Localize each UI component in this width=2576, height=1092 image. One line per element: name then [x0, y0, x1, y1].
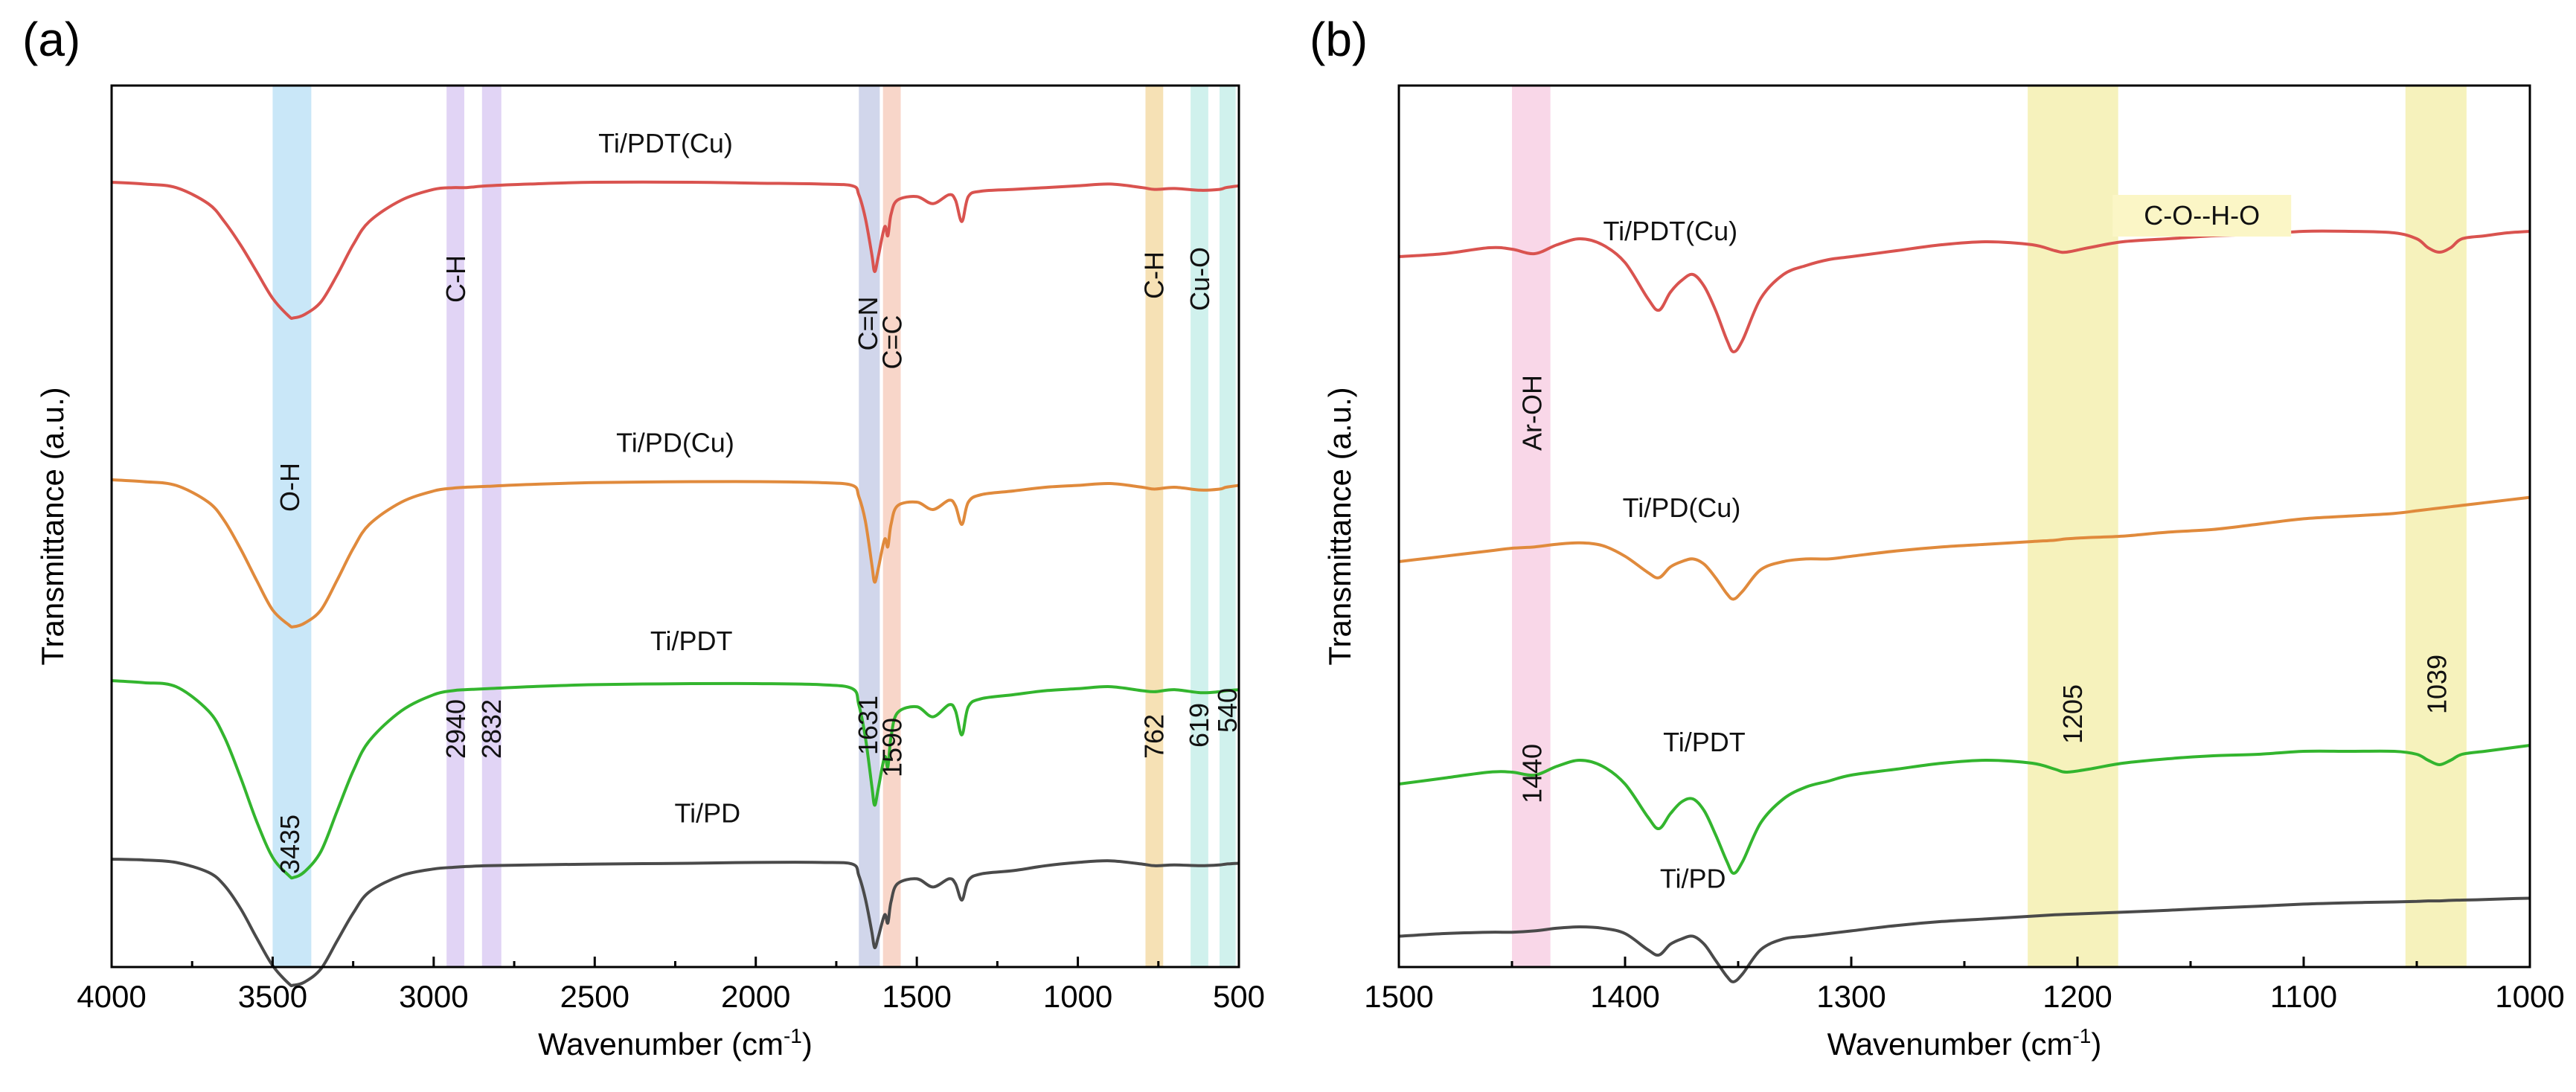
x-tick-label-1300: 1300 — [1816, 979, 1885, 1014]
band-label-0: O-H — [275, 463, 305, 512]
panel-b: Ti/PDT(Cu) Ti/PD(Cu) Ti/PDT Ti/PD Ar-OH 1440 1… — [1310, 13, 2565, 1062]
panel-label: (a) — [22, 13, 80, 66]
band-label-3: C=C — [877, 315, 908, 369]
peak-label-540: 540 — [1212, 688, 1243, 733]
x-tick-label-1100: 1100 — [2270, 979, 2337, 1014]
x-tick-label-3500: 3500 — [238, 979, 307, 1014]
y-axis-title: Transmittance (a.u.) — [35, 387, 70, 665]
x-tick-label-1500: 1500 — [882, 979, 951, 1014]
series-line-ti-pdt-cu- — [111, 180, 1240, 320]
band-3 — [859, 86, 880, 967]
series-label-1: Ti/PD(Cu) — [616, 428, 734, 458]
peak-label-1440: 1440 — [1516, 744, 1547, 803]
x-axis-title: Wavenumber (cm-1) — [1827, 1024, 2102, 1062]
peak-label-1039: 1039 — [2421, 655, 2452, 714]
series-line-ti-pdt-cu- — [1398, 229, 2531, 353]
peak-label-2832: 2832 — [476, 699, 507, 759]
annotation-box — [2112, 195, 2292, 237]
series-line-ti-pd-cu- — [111, 478, 1240, 629]
peak-label-1590: 1590 — [877, 718, 908, 777]
series-line-ti-pdt — [1398, 744, 2531, 875]
band-2 — [2405, 86, 2467, 967]
y-axis-title: Transmittance (a.u.) — [1322, 387, 1357, 665]
band-label-4: C-H — [1139, 251, 1170, 299]
series-label-3: Ti/PD — [674, 798, 740, 829]
series-line-ti-pd — [1398, 896, 2531, 983]
axis-frame — [1397, 84, 2531, 969]
peak-label-1631: 1631 — [853, 696, 883, 755]
band-1 — [446, 86, 464, 967]
x-tick-label-1000: 1000 — [2495, 979, 2564, 1014]
series-label-1: Ti/PD(Cu) — [1623, 492, 1741, 523]
series-label-3: Ti/PD — [1660, 864, 1726, 894]
series-line-ti-pd-cu- — [1398, 495, 2531, 601]
x-tick-label-1500: 1500 — [1364, 979, 1433, 1014]
panel-a: Ti/PDT(Cu)Ti/PD(Cu)Ti/PDTTi/PDO-HC-HC=NC… — [22, 13, 1265, 1062]
peak-label-3435: 3435 — [275, 815, 305, 874]
panel-label: (b) — [1310, 13, 1368, 66]
x-tick-label-3000: 3000 — [399, 979, 468, 1014]
series-line-ti-pd — [111, 858, 1240, 988]
x-tick-label-500: 500 — [1213, 979, 1265, 1014]
x-tick-label-1400: 1400 — [1590, 979, 1659, 1014]
band-0 — [272, 86, 312, 967]
band-0 — [1512, 86, 1551, 967]
series-label-0: Ti/PDT(Cu) — [1603, 216, 1737, 246]
series-label-0: Ti/PDT(Cu) — [598, 128, 733, 158]
annotation-text: C-O--H-O — [2144, 200, 2260, 231]
band-2 — [481, 86, 502, 967]
band-1 — [2028, 86, 2118, 967]
band-label-0: Ar-OH — [1516, 375, 1547, 451]
x-tick-label-2000: 2000 — [721, 979, 790, 1014]
peak-label-619: 619 — [1184, 703, 1214, 748]
band-6 — [1191, 86, 1208, 967]
x-tick-label-1000: 1000 — [1043, 979, 1112, 1014]
band-label-2: C=N — [853, 296, 883, 350]
series-line-ti-pdt — [111, 679, 1240, 880]
x-tick-label-4000: 4000 — [77, 979, 146, 1014]
series-label-2: Ti/PDT — [1663, 727, 1746, 757]
band-7 — [1220, 86, 1236, 967]
band-label-5: Cu-O — [1185, 247, 1215, 311]
peak-label-2940: 2940 — [440, 699, 471, 759]
peak-label-1205: 1205 — [2057, 684, 2088, 744]
band-label-1: C-H — [440, 255, 471, 303]
x-tick-label-1200: 1200 — [2042, 979, 2112, 1014]
x-axis-title: Wavenumber (cm-1) — [538, 1024, 813, 1062]
x-tick-label-2500: 2500 — [560, 979, 629, 1014]
series-label-2: Ti/PDT — [650, 626, 733, 656]
peak-label-762: 762 — [1139, 714, 1170, 759]
band-5 — [1145, 86, 1164, 967]
